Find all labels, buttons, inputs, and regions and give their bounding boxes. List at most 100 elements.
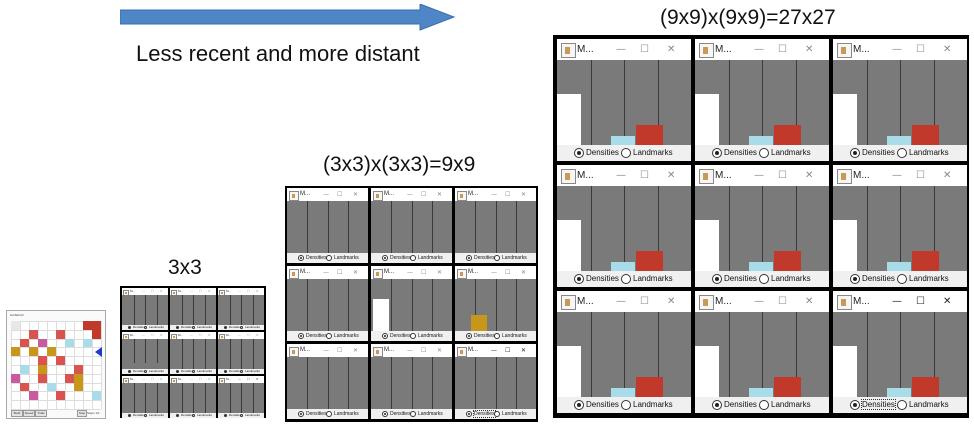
minimize-icon[interactable]: — — [323, 269, 329, 276]
maximize-icon[interactable]: ☐ — [199, 377, 202, 381]
landmarks-radio[interactable] — [144, 326, 147, 329]
window-titlebar[interactable]: M... — ☐ ✕ — [170, 288, 216, 296]
landmarks-radio[interactable] — [494, 333, 500, 339]
densities-radio[interactable] — [850, 274, 860, 284]
window-titlebar[interactable]: M... — ☐ ✕ — [122, 288, 168, 296]
densities-radio[interactable] — [224, 414, 227, 417]
densities-radio[interactable] — [850, 400, 860, 410]
densities-radio[interactable] — [298, 411, 304, 417]
landmarks-radio[interactable] — [192, 326, 195, 329]
minimize-icon[interactable]: — — [407, 269, 413, 276]
densities-radio[interactable] — [298, 333, 304, 339]
densities-radio[interactable] — [574, 400, 584, 410]
trials-button[interactable]: Trials — [35, 410, 47, 417]
minimize-icon[interactable]: — — [238, 377, 241, 381]
close-icon[interactable]: ✕ — [521, 347, 527, 354]
landmarks-radio[interactable] — [326, 333, 332, 339]
densities-radio[interactable] — [128, 326, 131, 329]
stop-button[interactable]: Stop — [77, 410, 87, 417]
landmarks-radio[interactable] — [494, 255, 500, 261]
landmarks-radio[interactable] — [897, 400, 907, 410]
window-titlebar[interactable]: M... — ☐ ✕ — [371, 266, 452, 279]
densities-radio[interactable] — [176, 414, 179, 417]
densities-radio[interactable] — [574, 274, 584, 284]
maximize-icon[interactable]: ☐ — [505, 347, 511, 354]
landmarks-radio[interactable] — [326, 255, 332, 261]
minimize-icon[interactable]: — — [754, 170, 764, 181]
minimize-icon[interactable]: — — [323, 347, 329, 354]
close-icon[interactable]: ✕ — [208, 333, 211, 337]
minimize-icon[interactable]: — — [407, 191, 413, 198]
minimize-icon[interactable]: — — [142, 289, 145, 293]
maximize-icon[interactable]: ☐ — [421, 347, 427, 354]
window-titlebar[interactable]: M... — ☐ ✕ — [122, 376, 168, 384]
densities-radio[interactable] — [574, 148, 584, 158]
close-icon[interactable]: ✕ — [943, 170, 952, 181]
close-icon[interactable]: ✕ — [667, 170, 676, 181]
maximize-icon[interactable]: ☐ — [640, 170, 649, 181]
densities-radio[interactable] — [712, 274, 722, 284]
landmarks-radio[interactable] — [240, 414, 243, 417]
minimize-icon[interactable]: — — [238, 289, 241, 293]
minimize-icon[interactable]: — — [323, 191, 329, 198]
window-titlebar[interactable]: M... — ☐ ✕ — [218, 288, 264, 296]
maximize-icon[interactable]: ☐ — [778, 44, 787, 55]
close-icon[interactable]: ✕ — [256, 289, 259, 293]
window-titlebar[interactable]: M... — ☐ ✕ — [170, 332, 216, 340]
minimize-icon[interactable]: — — [190, 377, 193, 381]
landmarks-radio[interactable] — [494, 411, 500, 417]
close-icon[interactable]: ✕ — [667, 44, 676, 55]
densities-radio[interactable] — [850, 148, 860, 158]
landmarks-radio[interactable] — [621, 400, 631, 410]
minimize-icon[interactable]: — — [754, 296, 764, 307]
maximize-icon[interactable]: ☐ — [151, 289, 154, 293]
window-titlebar[interactable]: M... — ☐ ✕ — [287, 188, 368, 201]
close-icon[interactable]: ✕ — [353, 347, 359, 354]
window-titlebar[interactable]: M... — ☐ ✕ — [557, 39, 691, 60]
close-icon[interactable]: ✕ — [208, 289, 211, 293]
window-titlebar[interactable]: M... — ☐ ✕ — [695, 291, 829, 312]
maximize-icon[interactable]: ☐ — [640, 44, 649, 55]
close-icon[interactable]: ✕ — [521, 191, 527, 198]
landmarks-radio[interactable] — [240, 326, 243, 329]
landmarks-radio[interactable] — [240, 370, 243, 373]
maximize-icon[interactable]: ☐ — [505, 269, 511, 276]
window-titlebar[interactable]: M... — ☐ ✕ — [833, 291, 967, 312]
maximize-icon[interactable]: ☐ — [778, 170, 787, 181]
maximize-icon[interactable]: ☐ — [337, 191, 343, 198]
minimize-icon[interactable]: — — [407, 347, 413, 354]
landmarks-radio[interactable] — [759, 274, 769, 284]
close-icon[interactable]: ✕ — [437, 269, 443, 276]
window-titlebar[interactable]: M... — ☐ ✕ — [833, 165, 967, 186]
close-icon[interactable]: ✕ — [208, 377, 211, 381]
landmarks-radio[interactable] — [621, 274, 631, 284]
landmarks-radio[interactable] — [621, 148, 631, 158]
window-titlebar[interactable]: M... — ☐ ✕ — [455, 266, 536, 279]
densities-radio[interactable] — [382, 411, 388, 417]
close-icon[interactable]: ✕ — [160, 289, 163, 293]
minimize-icon[interactable]: — — [190, 333, 193, 337]
window-titlebar[interactable]: M... — ☐ ✕ — [695, 165, 829, 186]
minimize-icon[interactable]: — — [754, 44, 764, 55]
minimize-icon[interactable]: — — [142, 333, 145, 337]
close-icon[interactable]: ✕ — [437, 191, 443, 198]
minimize-icon[interactable]: — — [491, 269, 497, 276]
maximize-icon[interactable]: ☐ — [247, 377, 250, 381]
minimize-icon[interactable]: — — [616, 44, 626, 55]
maximize-icon[interactable]: ☐ — [247, 333, 250, 337]
landmarks-radio[interactable] — [410, 411, 416, 417]
densities-radio[interactable] — [466, 333, 472, 339]
maximize-icon[interactable]: ☐ — [337, 269, 343, 276]
window-titlebar[interactable]: M... — ☐ ✕ — [557, 291, 691, 312]
maximize-icon[interactable]: ☐ — [421, 191, 427, 198]
window-titlebar[interactable]: M... — ☐ ✕ — [695, 39, 829, 60]
densities-radio[interactable] — [176, 326, 179, 329]
maximize-icon[interactable]: ☐ — [151, 333, 154, 337]
maximize-icon[interactable]: ☐ — [916, 296, 925, 307]
close-icon[interactable]: ✕ — [943, 44, 952, 55]
close-icon[interactable]: ✕ — [160, 333, 163, 337]
densities-radio[interactable] — [176, 370, 179, 373]
close-icon[interactable]: ✕ — [256, 333, 259, 337]
landmarks-radio[interactable] — [759, 400, 769, 410]
maximize-icon[interactable]: ☐ — [421, 269, 427, 276]
